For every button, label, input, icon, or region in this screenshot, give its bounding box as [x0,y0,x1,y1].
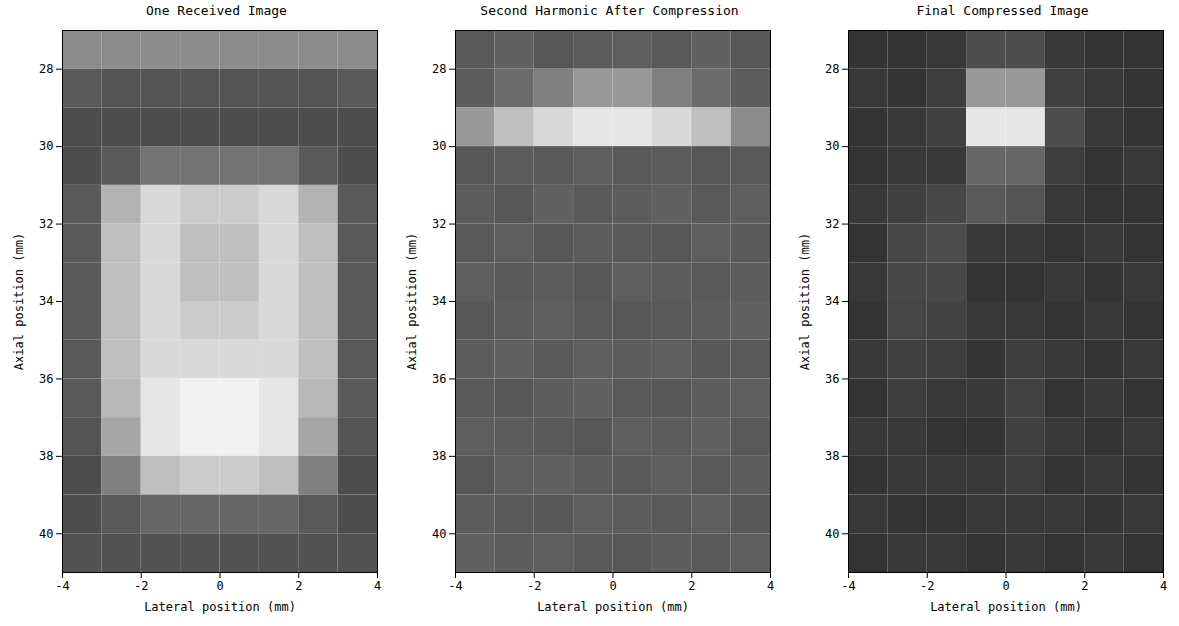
svg-text:32: 32 [825,217,839,231]
svg-text:34: 34 [825,294,839,308]
svg-text:38: 38 [825,449,839,463]
svg-text:4: 4 [1160,579,1167,593]
svg-text:-4: -4 [841,579,855,593]
svg-text:0: 0 [1002,579,1009,593]
svg-text:-2: -2 [134,579,148,593]
svg-text:Axial position (mm): Axial position (mm) [405,233,419,370]
svg-text:28: 28 [39,62,53,76]
svg-text:28: 28 [432,62,446,76]
svg-text:Axial position (mm): Axial position (mm) [12,233,26,370]
svg-text:30: 30 [39,139,53,153]
svg-text:38: 38 [432,449,446,463]
svg-text:Lateral position (mm): Lateral position (mm) [144,600,296,614]
svg-text:-2: -2 [527,579,541,593]
svg-text:2: 2 [688,579,695,593]
svg-text:40: 40 [39,527,53,541]
svg-text:-4: -4 [55,579,69,593]
html-text:One Received Image: One Received Image [146,3,287,18]
svg-text:0: 0 [216,579,223,593]
html-text:Second Harmonic After Compress: Second Harmonic After Compression [480,3,739,18]
svg-text:36: 36 [432,372,446,386]
svg-text:30: 30 [825,139,839,153]
svg-text:36: 36 [825,372,839,386]
svg-text:32: 32 [432,217,446,231]
svg-text:4: 4 [767,579,774,593]
svg-text:32: 32 [39,217,53,231]
svg-text:36: 36 [39,372,53,386]
html-text:Final Compressed Image: Final Compressed Image [916,3,1089,18]
svg-text:2: 2 [1081,579,1088,593]
svg-text:Lateral position (mm): Lateral position (mm) [537,600,689,614]
svg-text:30: 30 [432,139,446,153]
svg-text:Lateral position (mm): Lateral position (mm) [930,600,1082,614]
svg-text:40: 40 [432,527,446,541]
svg-text:2: 2 [295,579,302,593]
svg-text:34: 34 [39,294,53,308]
svg-text:4: 4 [374,579,381,593]
svg-text:28: 28 [825,62,839,76]
svg-text:0: 0 [609,579,616,593]
svg-text:-2: -2 [920,579,934,593]
svg-text:38: 38 [39,449,53,463]
svg-text:-4: -4 [448,579,462,593]
svg-text:34: 34 [432,294,446,308]
svg-text:40: 40 [825,527,839,541]
svg-text:Axial position (mm): Axial position (mm) [798,233,812,370]
